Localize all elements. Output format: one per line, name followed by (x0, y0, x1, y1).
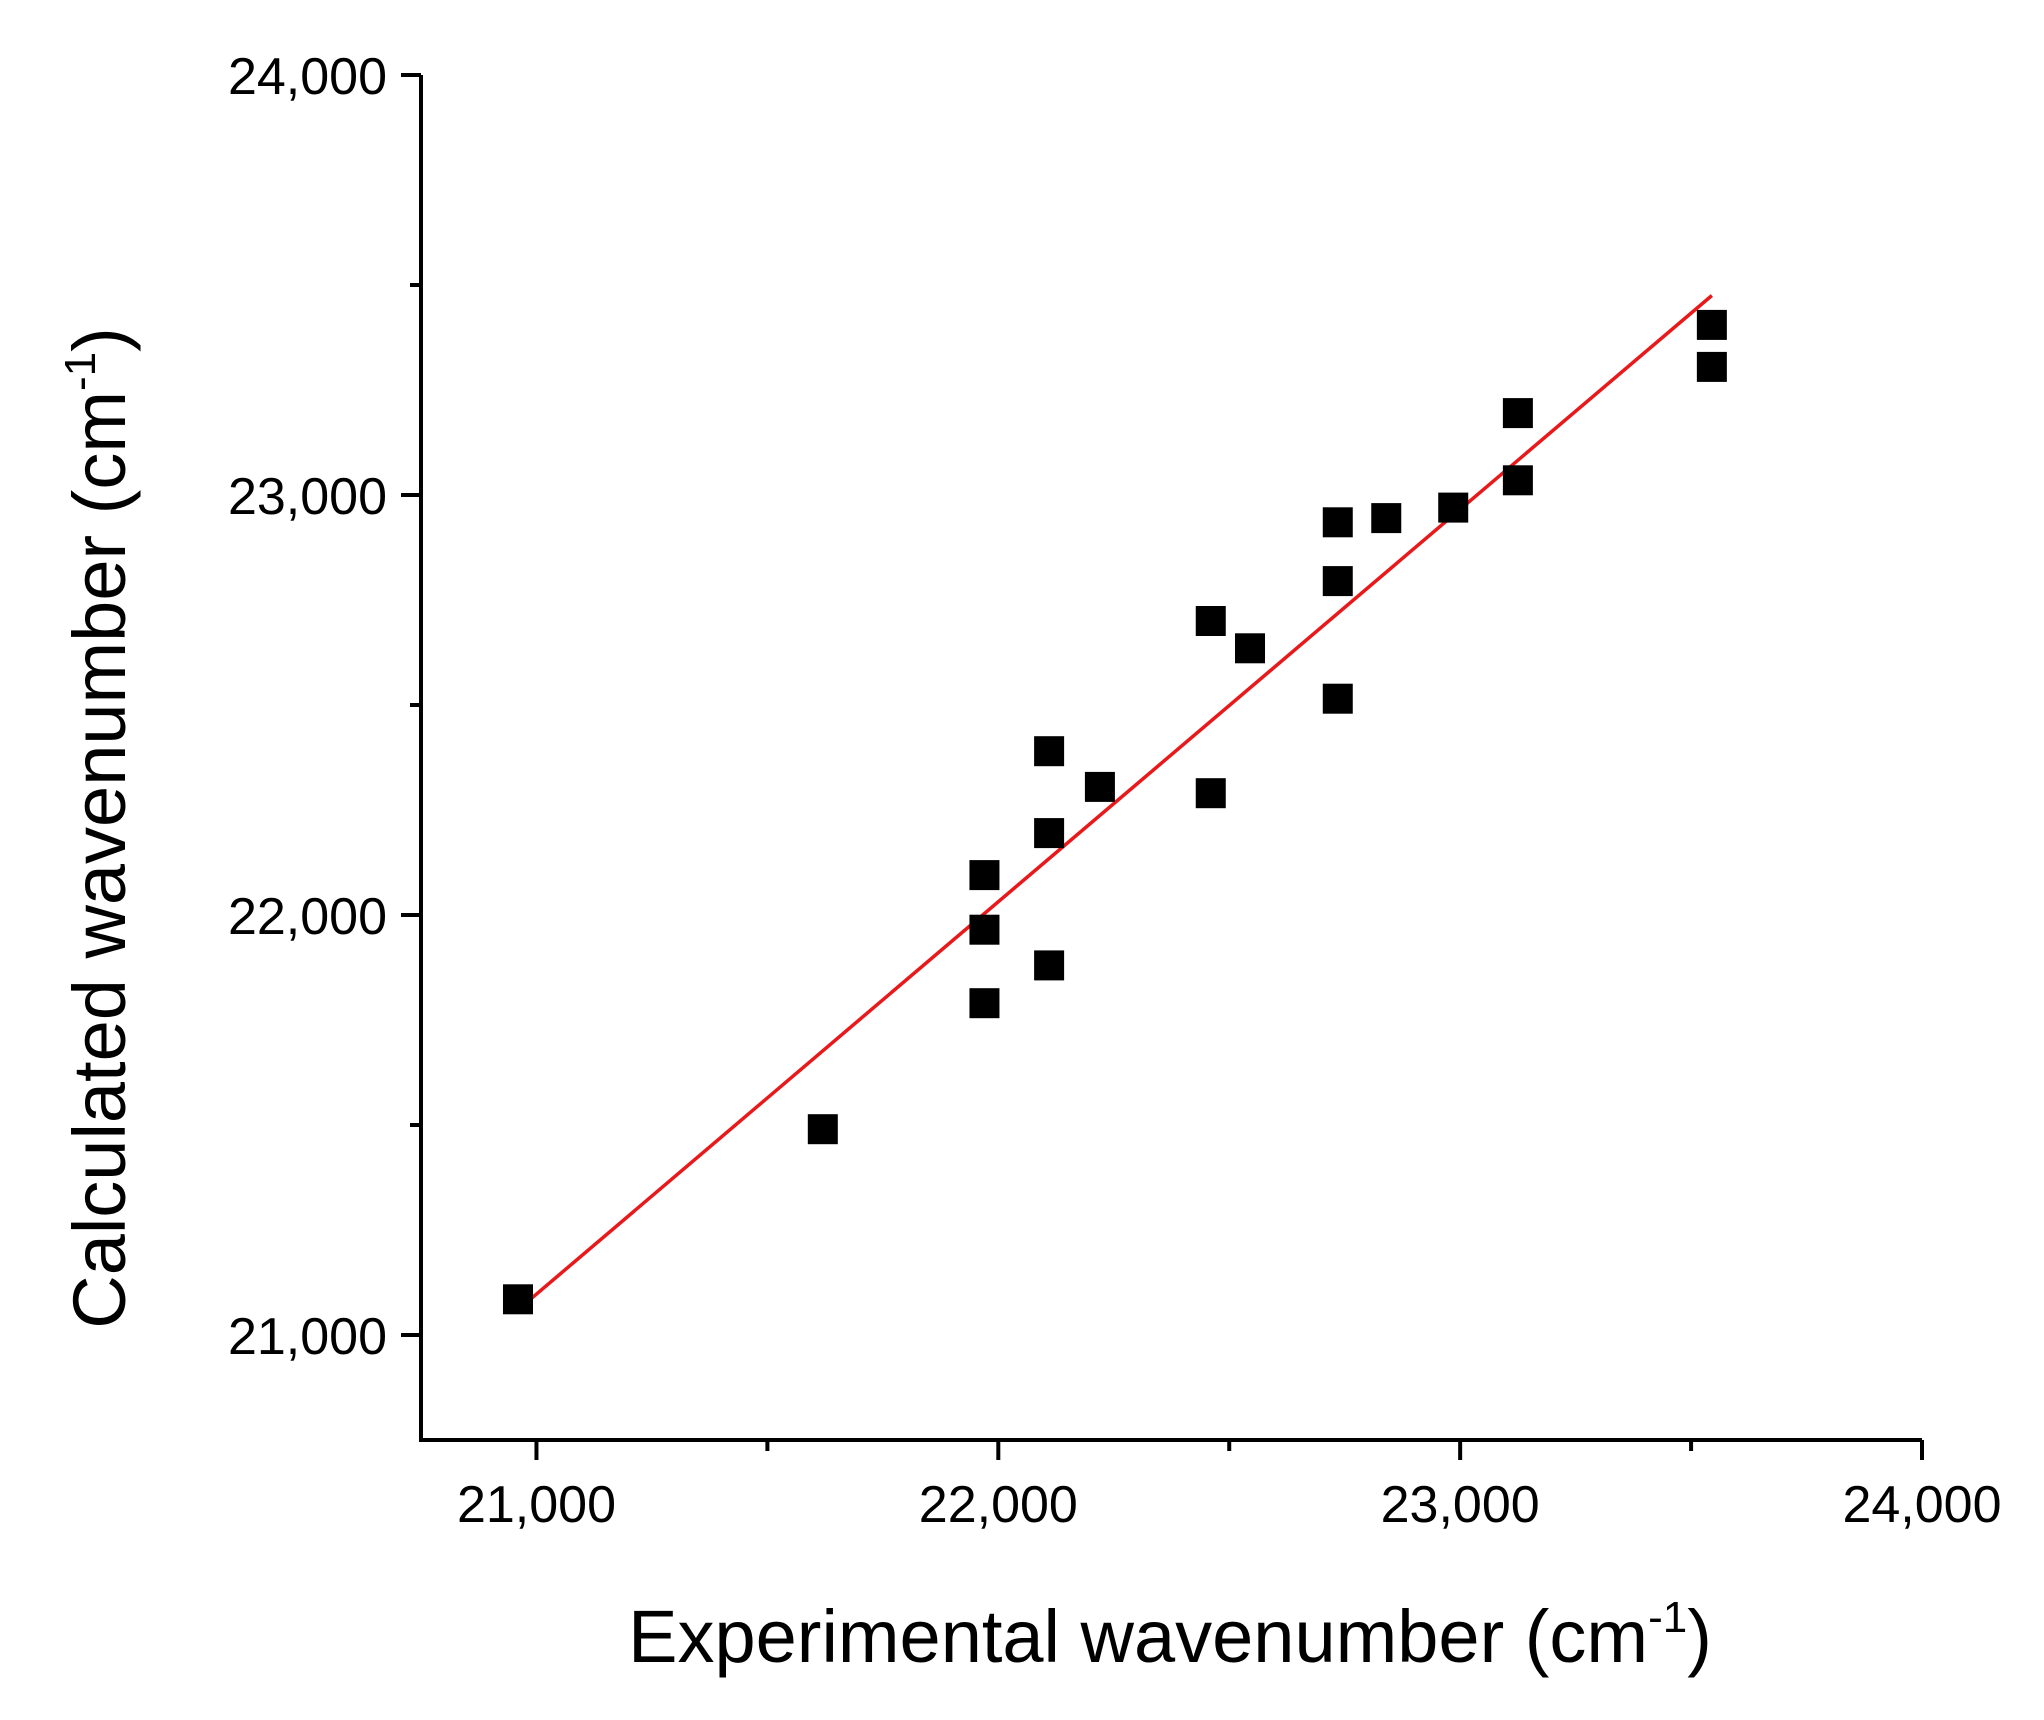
data-point (1195, 606, 1226, 636)
data-point (1322, 566, 1353, 597)
x-tick-label: 22,000 (919, 1476, 1078, 1534)
ticks: 21,000 22,000 23,000 24,000 21,000 22,000 23,0… (228, 48, 2002, 1534)
data-point (1235, 633, 1266, 664)
data-point (1696, 351, 1727, 382)
x-tick-label: 24,000 (1842, 1476, 2001, 1534)
data-point (1322, 507, 1353, 538)
data-point (1034, 736, 1065, 767)
data-point (1371, 503, 1402, 534)
y-tick-label: 23,000 (228, 468, 387, 526)
data-point (1034, 950, 1065, 981)
data-point (969, 914, 1000, 945)
data-point (1502, 465, 1533, 496)
data-point (1034, 818, 1065, 849)
plot-area (502, 294, 1727, 1315)
y-tick-label: 21,000 (228, 1308, 387, 1366)
x-tick-label: 21,000 (457, 1476, 616, 1534)
y-tick-label: 24,000 (228, 48, 387, 106)
data-point (969, 860, 1000, 891)
data-point (1084, 771, 1115, 802)
fit-line (516, 294, 1713, 1312)
axes (419, 75, 1922, 1442)
x-tick-label: 23,000 (1381, 1476, 1540, 1534)
data-point (1438, 492, 1469, 523)
data-point (1696, 309, 1727, 340)
data-point (807, 1114, 838, 1145)
y-tick-label: 22,000 (228, 888, 387, 946)
data-point (1195, 778, 1226, 809)
x-axis-title: Experimental wavenumber (cm-1) (628, 1593, 1712, 1678)
y-axis-title: Calculated wavenumber (cm-1) (56, 327, 141, 1329)
data-point (1502, 398, 1533, 429)
data-point (502, 1284, 533, 1315)
data-point (1322, 683, 1353, 714)
data-point (969, 988, 1000, 1019)
